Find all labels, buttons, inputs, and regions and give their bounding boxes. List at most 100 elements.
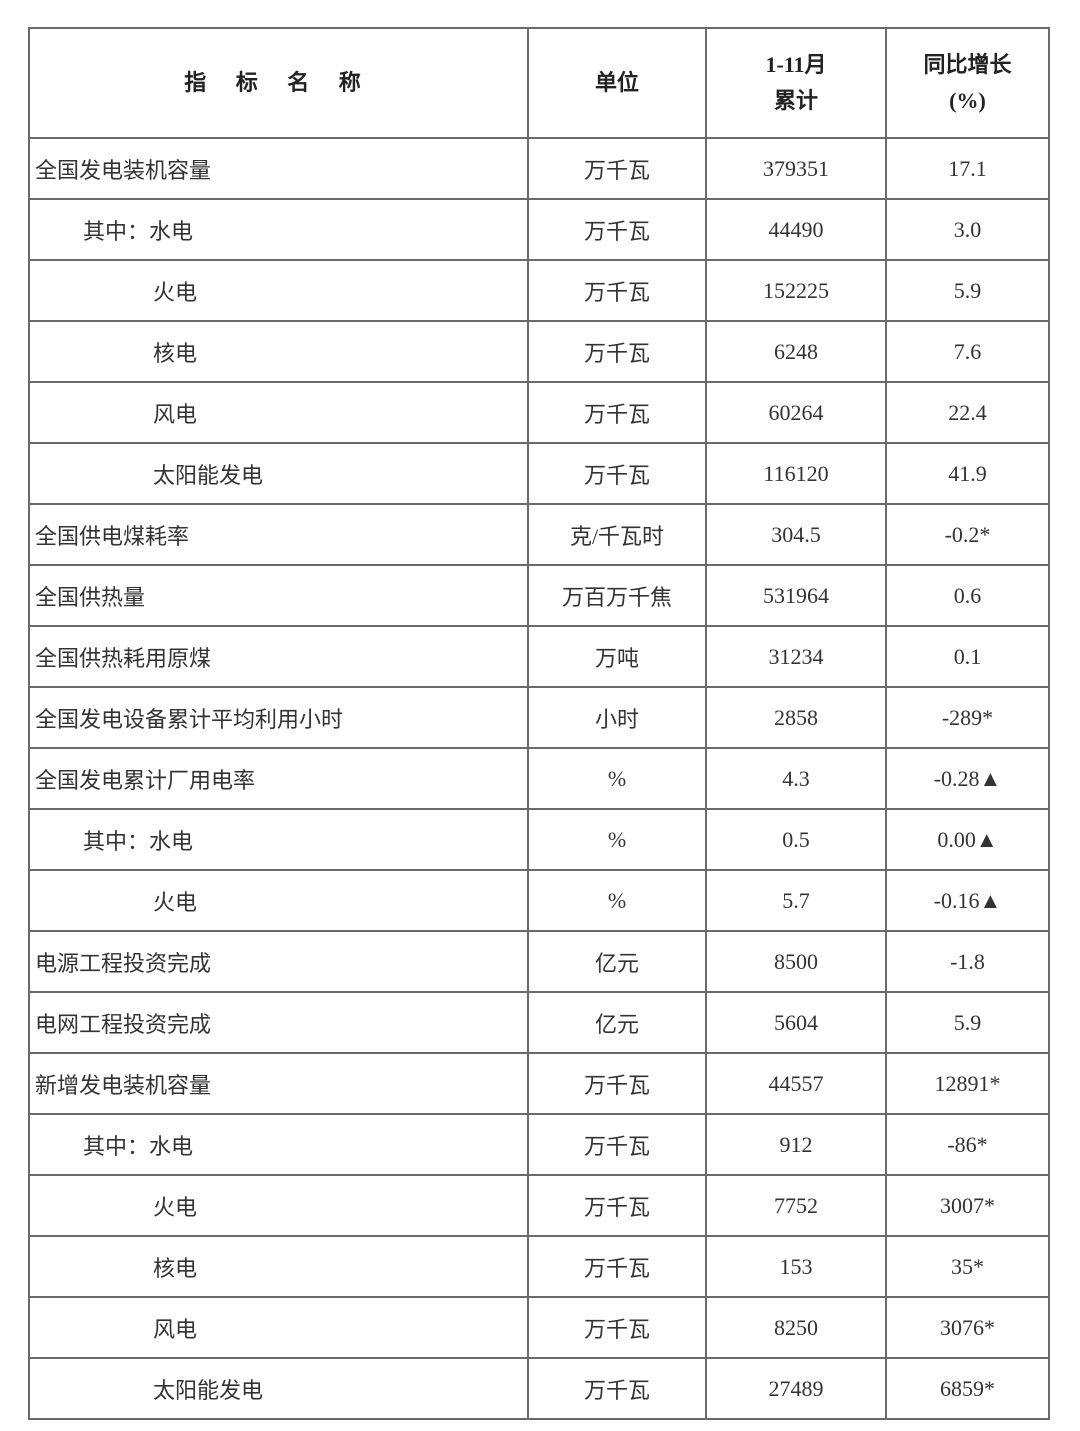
header-name: 指 标 名 称 — [28, 27, 529, 139]
cell-growth: 0.1 — [885, 625, 1050, 688]
table-row: 火电% 5.7 -0.16▲ — [28, 869, 1050, 932]
table-body: 全国发电装机容量 万千瓦 379351 17.1 其中：水电 万千瓦 44490 3.0 火电万… — [28, 137, 1050, 1420]
header-name-text: 指 标 名 称 — [184, 70, 373, 95]
cell-unit: 克/千瓦时 — [527, 503, 707, 566]
header-growth: 同比增长 (%) — [885, 27, 1050, 139]
table-row: 风电 万千瓦 8250 3076* — [28, 1296, 1050, 1359]
table-row: 新增发电装机容量 万千瓦 44557 12891* — [28, 1052, 1050, 1115]
table-row: 其中：水电 万千瓦 44490 3.0 — [28, 198, 1050, 261]
table-row: 太阳能发电 万千瓦 116120 41.9 — [28, 442, 1050, 505]
cell-unit: 万千瓦 — [527, 320, 707, 383]
table-row: 全国供热量 万百万千焦 531964 0.6 — [28, 564, 1050, 627]
statistics-table: 指 标 名 称 单位 1-11月 累计 同比增长 (%) 全国发电装机容量 万千瓦… — [28, 27, 1050, 1420]
cell-name: 电网工程投资完成 — [28, 991, 529, 1054]
cell-value: 153 — [705, 1235, 887, 1298]
cell-value: 152225 — [705, 259, 887, 322]
cell-value: 0.5 — [705, 808, 887, 871]
cell-value: 5604 — [705, 991, 887, 1054]
header-row: 指 标 名 称 单位 1-11月 累计 同比增长 (%) — [28, 27, 1050, 139]
table-row: 全国发电设备累计平均利用小时 小时 2858 -289* — [28, 686, 1050, 749]
header-cumulative: 1-11月 累计 — [705, 27, 887, 139]
cell-value: 912 — [705, 1113, 887, 1176]
cell-name: 全国发电累计厂用电率 — [28, 747, 529, 810]
cell-growth: 3.0 — [885, 198, 1050, 261]
cell-unit: 万千瓦 — [527, 1113, 707, 1176]
table-row: 全国发电装机容量 万千瓦 379351 17.1 — [28, 137, 1050, 200]
cell-unit: 万千瓦 — [527, 137, 707, 200]
cell-value: 8500 — [705, 930, 887, 993]
cell-value: 7752 — [705, 1174, 887, 1237]
table-row: 电网工程投资完成 亿元 5604 5.9 — [28, 991, 1050, 1054]
cell-growth: -1.8 — [885, 930, 1050, 993]
table-row: 全国发电累计厂用电率% 4.3 -0.28▲ — [28, 747, 1050, 810]
header-unit: 单位 — [527, 27, 707, 139]
cell-unit: 万千瓦 — [527, 1357, 707, 1420]
cell-value: 4.3 — [705, 747, 887, 810]
table-row: 太阳能发电 万千瓦 27489 6859* — [28, 1357, 1050, 1420]
cell-name: 全国发电设备累计平均利用小时 — [28, 686, 529, 749]
cell-growth: -0.2* — [885, 503, 1050, 566]
cell-name: 火电 — [28, 259, 529, 322]
cell-growth: 5.9 — [885, 991, 1050, 1054]
cell-value: 31234 — [705, 625, 887, 688]
cell-growth: 5.9 — [885, 259, 1050, 322]
cell-unit: 亿元 — [527, 991, 707, 1054]
table-row: 风电 万千瓦 60264 22.4 — [28, 381, 1050, 444]
cell-name: 核电 — [28, 1235, 529, 1298]
cell-name: 太阳能发电 — [28, 442, 529, 505]
cell-unit: 小时 — [527, 686, 707, 749]
cell-name: 其中：水电 — [28, 1113, 529, 1176]
header-growth-line1: 同比增长 — [923, 52, 1012, 77]
table-row: 全国供热耗用原煤 万吨 31234 0.1 — [28, 625, 1050, 688]
cell-name: 全国发电装机容量 — [28, 137, 529, 200]
table-row: 核电 万千瓦 153 35* — [28, 1235, 1050, 1298]
cell-growth: 6859* — [885, 1357, 1050, 1420]
cell-growth: 7.6 — [885, 320, 1050, 383]
table-row: 核电 万千瓦 6248 7.6 — [28, 320, 1050, 383]
header-cumulative-line2: 累计 — [773, 88, 818, 113]
cell-growth: -0.28▲ — [885, 747, 1050, 810]
cell-name: 火电 — [28, 1174, 529, 1237]
cell-name: 电源工程投资完成 — [28, 930, 529, 993]
cell-value: 531964 — [705, 564, 887, 627]
cell-unit: 万千瓦 — [527, 381, 707, 444]
cell-value: 60264 — [705, 381, 887, 444]
cell-unit: 万千瓦 — [527, 198, 707, 261]
cell-unit: 万千瓦 — [527, 1052, 707, 1115]
table-row: 火电 万千瓦 7752 3007* — [28, 1174, 1050, 1237]
cell-unit: 万千瓦 — [527, 1235, 707, 1298]
cell-name: 火电 — [28, 869, 529, 932]
cell-unit: 万千瓦 — [527, 1296, 707, 1359]
cell-value: 304.5 — [705, 503, 887, 566]
cell-unit: 万吨 — [527, 625, 707, 688]
cell-name: 太阳能发电 — [28, 1357, 529, 1420]
table-row: 其中：水电 万千瓦 912 -86* — [28, 1113, 1050, 1176]
cell-name: 其中：水电 — [28, 808, 529, 871]
header-cumulative-line1: 1-11月 — [765, 52, 827, 77]
cell-name: 新增发电装机容量 — [28, 1052, 529, 1115]
cell-growth: -0.16▲ — [885, 869, 1050, 932]
cell-value: 44490 — [705, 198, 887, 261]
cell-growth: 0.6 — [885, 564, 1050, 627]
table-row: 电源工程投资完成 亿元 8500 -1.8 — [28, 930, 1050, 993]
cell-value: 27489 — [705, 1357, 887, 1420]
header-growth-line2: (%) — [949, 88, 986, 113]
cell-growth: -289* — [885, 686, 1050, 749]
cell-growth: 35* — [885, 1235, 1050, 1298]
cell-name: 全国供电煤耗率 — [28, 503, 529, 566]
cell-unit: % — [527, 869, 707, 932]
cell-value: 44557 — [705, 1052, 887, 1115]
cell-growth: 41.9 — [885, 442, 1050, 505]
table-row: 全国供电煤耗率 克/千瓦时 304.5 -0.2* — [28, 503, 1050, 566]
cell-name: 风电 — [28, 381, 529, 444]
cell-unit: 亿元 — [527, 930, 707, 993]
cell-unit: 万千瓦 — [527, 259, 707, 322]
cell-growth: 3076* — [885, 1296, 1050, 1359]
cell-value: 379351 — [705, 137, 887, 200]
table-row: 火电 万千瓦 152225 5.9 — [28, 259, 1050, 322]
cell-value: 116120 — [705, 442, 887, 505]
cell-value: 5.7 — [705, 869, 887, 932]
cell-growth: -86* — [885, 1113, 1050, 1176]
cell-growth: 17.1 — [885, 137, 1050, 200]
cell-growth: 12891* — [885, 1052, 1050, 1115]
